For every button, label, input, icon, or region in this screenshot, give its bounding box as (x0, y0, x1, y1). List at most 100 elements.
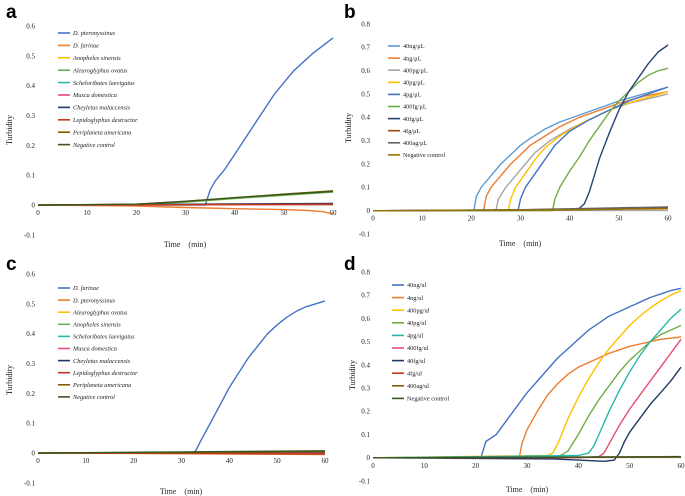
y-tick-label: 0.6 (361, 315, 370, 323)
series-line (373, 67, 669, 212)
y-axis-label: Turbidity (5, 115, 14, 145)
series-line (373, 86, 669, 212)
y-tick-label: -0.1 (359, 230, 371, 238)
x-tick-label: 0 (371, 462, 375, 470)
legend-label: 4fg/ul (407, 370, 422, 377)
y-tick-label: 0.4 (361, 114, 370, 122)
series-line (38, 300, 326, 454)
x-tick-label: 20 (468, 215, 476, 223)
legend-label: Negative control (407, 396, 449, 403)
x-axis-label: Time (min) (164, 240, 207, 249)
y-tick-label: 0.3 (361, 137, 370, 145)
y-tick-label: 0.4 (26, 82, 35, 90)
legend-label: 400fg/ul (407, 345, 429, 352)
series-line (373, 91, 669, 212)
series-line (372, 308, 682, 459)
x-tick-label: 40 (575, 462, 583, 470)
y-tick-label: 0.3 (26, 360, 35, 368)
y-tick-label: 0.5 (26, 300, 35, 308)
legend-label: Lepidoglyphus destructor (72, 370, 138, 377)
y-tick-label: 0.6 (26, 22, 35, 30)
legend-label: Aleuroglyphus ovatus (72, 67, 128, 74)
legend-label: Negative control (72, 142, 115, 149)
legend-label: 4pg/μL (403, 92, 422, 99)
chart-panel-b: b-0.100.10.20.30.40.50.60.70.80 10 20 30 40 5… (344, 2, 672, 248)
chart-panel-c: c -0.1 0 0.1 0.2 0.3 0.4 0.5 0.6 0 10 20 30 40 50 60 Tim… (5, 254, 329, 496)
series-line (372, 366, 682, 462)
x-tick-label: 20 (130, 457, 138, 465)
legend-label: 40fg/ul (407, 358, 425, 365)
x-tick-label: 50 (274, 457, 282, 465)
x-tick-label: 0 (36, 209, 40, 217)
y-tick-label: 0.5 (361, 90, 370, 98)
series-line (372, 324, 682, 459)
y-tick-label: 0.1 (361, 184, 370, 192)
legend-label: Cheyletus malaccensis (73, 105, 131, 112)
x-axis-label: Time (min) (499, 239, 542, 248)
x-axis-label: Time (min) (160, 487, 203, 496)
legend: 40ng/μL 4ng/μL 400pg/μL 40pg/μL 4pg/μL 400fg/… (388, 43, 445, 159)
y-tick-label: 0.3 (26, 112, 35, 120)
x-tick-label: 50 (280, 209, 288, 217)
x-tick-label: 30 (178, 457, 186, 465)
legend-label: Scheloribates laevigatus (73, 334, 135, 341)
y-tick-label: 0.8 (361, 268, 370, 276)
y-tick-label: -0.1 (24, 479, 36, 487)
legend-label: 4fg/μL (403, 128, 421, 135)
x-axis-label: Time (min) (506, 485, 549, 494)
y-tick-label: 0.2 (26, 390, 35, 398)
legend-label: 40ng/μL (403, 43, 425, 50)
x-tick-label: 10 (419, 215, 427, 223)
legend-label: 40ng/ul (407, 282, 426, 289)
y-tick-label: -0.1 (359, 477, 371, 485)
series-line (372, 289, 682, 459)
x-tick-label: 60 (330, 209, 338, 217)
legend-label: Scheloribates laevigatus (73, 80, 135, 87)
x-tick-label: 50 (615, 215, 623, 223)
y-tick-label: 0 (367, 207, 371, 215)
panel-letter: d (344, 254, 356, 275)
legend-label: 40fg/μL (403, 116, 424, 123)
legend-label: Anopheles sinensis (72, 322, 121, 329)
y-tick-label: 0.1 (26, 420, 35, 428)
legend-label: D. pteronyssinus (72, 297, 116, 304)
legend-label: Cheyletus malaccensis (73, 358, 131, 365)
legend-label: 4ng/ul (407, 295, 423, 302)
series-line (373, 287, 682, 459)
panel-letter: c (6, 254, 17, 275)
legend-label: 40pg/ul (407, 320, 426, 327)
legend-label: Negative control (72, 394, 115, 401)
x-tick-label: 60 (665, 215, 673, 223)
panel-letter: a (6, 2, 17, 23)
legend-label: 4ng/μL (403, 55, 422, 62)
series-line (37, 204, 334, 215)
legend: D. pteronyssinus D. farinae Anopheles sine… (58, 30, 138, 149)
x-tick-label: 10 (421, 462, 429, 470)
legend-label: 400fg/μL (403, 104, 427, 111)
y-tick-label: 0.5 (26, 52, 35, 60)
y-axis-label: Turbidity (344, 113, 353, 143)
legend: D. farinae D. pteronyssinus Aleuroglyphus … (58, 285, 138, 401)
y-tick-label: -0.1 (24, 231, 36, 239)
series-line (37, 450, 326, 454)
y-tick-label: 0.6 (361, 67, 370, 75)
x-tick-label: 0 (36, 457, 40, 465)
y-axis-label: Turbidity (348, 360, 357, 390)
legend-label: Anopheles sinensis (72, 55, 121, 62)
y-tick-label: 0.3 (361, 385, 370, 393)
y-tick-label: 0.8 (361, 20, 370, 28)
series-line (372, 455, 682, 459)
y-tick-label: 0.5 (361, 338, 370, 346)
x-tick-label: 40 (226, 457, 234, 465)
legend: 40ng/ul 4ng/ul 400pg/ul 40pg/ul 4pg/ul 400fg/… (392, 282, 449, 403)
y-tick-label: 0 (32, 202, 36, 210)
y-tick-label: 0.4 (361, 361, 370, 369)
legend-label: 400ag/μL (403, 140, 428, 147)
series-line (372, 208, 669, 212)
legend-label: D. farinae (72, 285, 99, 292)
x-tick-label: 0 (371, 215, 375, 223)
legend-label: Lepidoglyphus destructor (72, 117, 138, 124)
y-tick-label: 0.7 (361, 292, 370, 300)
x-tick-label: 60 (678, 462, 685, 470)
y-tick-label: 0 (32, 450, 36, 458)
